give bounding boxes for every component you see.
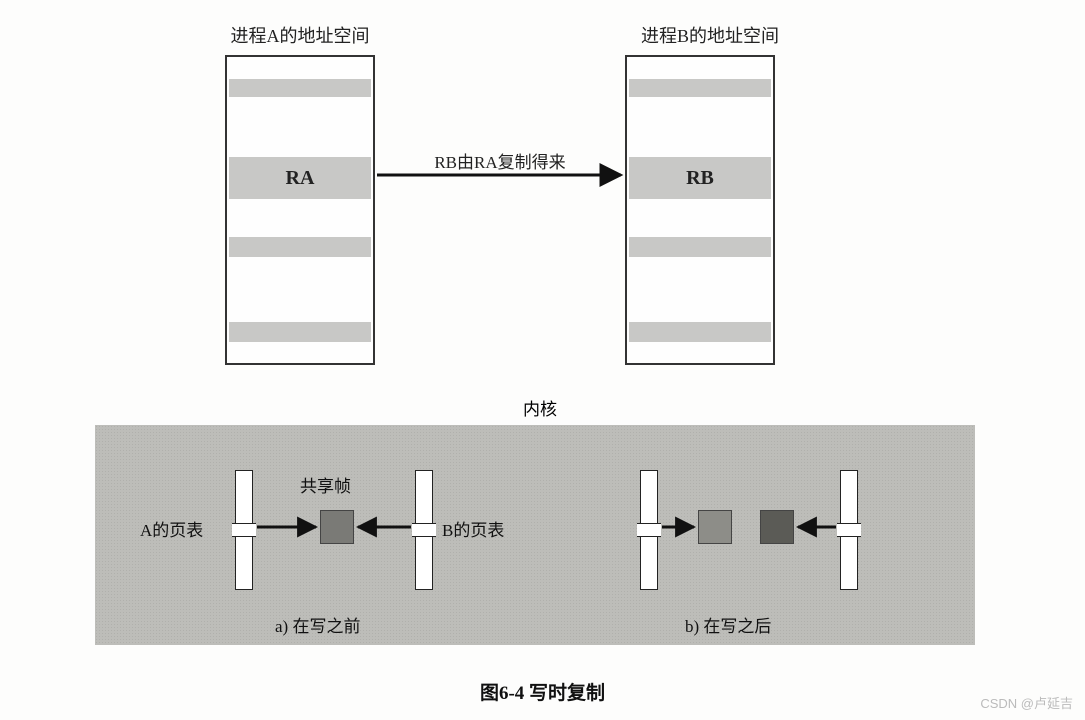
caption-after: b) 在写之后 xyxy=(685,612,771,637)
watermark: CSDN @卢延吉 xyxy=(980,693,1073,712)
arrows-after xyxy=(0,0,1085,720)
figure-caption: 图6-4 写时复制 xyxy=(0,678,1085,705)
diagram-canvas: 进程A的地址空间 进程B的地址空间 RA RB RB由RA复制得来 内核 xyxy=(0,0,1085,720)
